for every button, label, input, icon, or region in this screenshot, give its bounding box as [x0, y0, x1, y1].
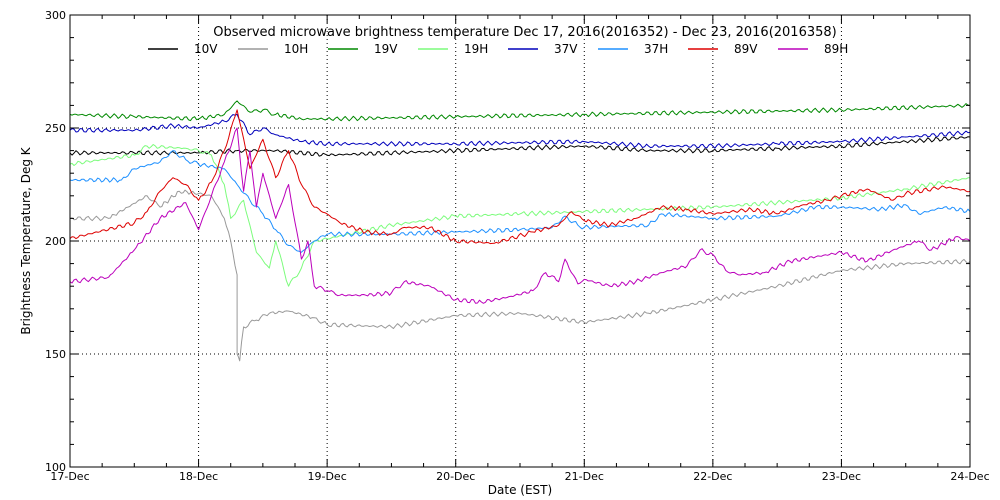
y-axis: 100 150 200 250 300	[45, 9, 970, 474]
series-37V-line	[69, 113, 971, 149]
x-axis-label: Date (EST)	[488, 483, 552, 497]
chart-title: Observed microwave brightness temperatur…	[213, 25, 837, 40]
x-tick-label: 19-Dec	[308, 470, 347, 483]
y-tick-label: 150	[45, 348, 66, 361]
legend-label-89H: 89H	[824, 42, 848, 56]
x-axis: 17-Dec 18-Dec 19-Dec 20-Dec 21-Dec 22-Dec 23-D…	[50, 15, 990, 483]
legend-label-10V: 10V	[194, 42, 218, 56]
series-10V-line	[69, 136, 971, 157]
series-37H-line	[69, 150, 971, 253]
series-19V-line	[69, 100, 971, 122]
x-tick-label: 20-Dec	[436, 470, 475, 483]
series-layer	[69, 100, 971, 362]
x-tick-label: 18-Dec	[179, 470, 218, 483]
series-89H-line	[69, 127, 971, 304]
legend-label-89V: 89V	[734, 42, 758, 56]
x-tick-label: 22-Dec	[693, 470, 732, 483]
y-tick-label: 200	[45, 235, 66, 248]
y-axis-label: Brightness Temperature, Deg K	[19, 146, 33, 334]
x-tick-label: 21-Dec	[565, 470, 604, 483]
x-tick-label: 17-Dec	[50, 470, 89, 483]
legend: 10V 10H 19V 19H 37V 37H 89V 89H	[148, 42, 848, 56]
y-tick-label: 300	[45, 9, 66, 22]
series-19H-line	[69, 144, 971, 287]
legend-label-19V: 19V	[374, 42, 398, 56]
y-tick-label: 250	[45, 122, 66, 135]
legend-label-19H: 19H	[464, 42, 488, 56]
series-10H-line	[69, 189, 971, 362]
y-tick-label: 100	[45, 461, 66, 474]
x-tick-label: 24-Dec	[950, 470, 989, 483]
legend-label-37H: 37H	[644, 42, 668, 56]
legend-label-37V: 37V	[554, 42, 578, 56]
gridlines	[70, 15, 970, 467]
series-89V-line	[69, 109, 971, 245]
legend-label-10H: 10H	[284, 42, 308, 56]
x-tick-label: 23-Dec	[822, 470, 861, 483]
